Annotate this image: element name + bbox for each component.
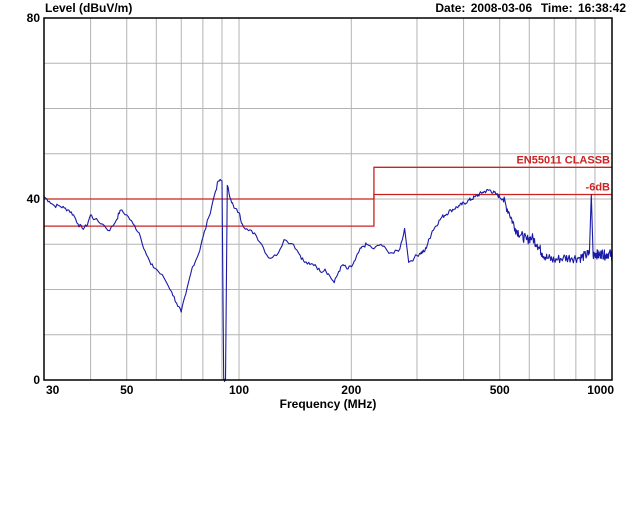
y-tick-labels: 0 40 80 <box>27 11 41 387</box>
x-axis-title: Frequency (MHz) <box>280 397 377 411</box>
limit-label: -6dB <box>586 181 611 193</box>
date-time-readout: Date: 2008-03-06 Time: 16:38:42 <box>433 1 626 15</box>
date-value: 2008-03-06 <box>470 1 533 15</box>
time-label: Time: <box>540 1 573 15</box>
plot-frame <box>43 17 613 381</box>
limit-lines <box>44 166 612 227</box>
x-tick-label: 1000 <box>587 383 614 397</box>
y-tick-label: 0 <box>33 373 40 387</box>
limit-label: EN55011 CLASSB <box>516 154 610 166</box>
x-tick-label: 200 <box>341 383 361 397</box>
y-tick-label: 80 <box>27 11 41 25</box>
y-tick-label: 40 <box>27 192 41 206</box>
limit-line <box>44 193 612 227</box>
x-tick-label: 30 <box>46 383 60 397</box>
x-tick-labels: 30 50 100 200 500 1000 <box>46 383 614 397</box>
x-tick-label: 500 <box>490 383 510 397</box>
x-tick-label: 50 <box>120 383 134 397</box>
y-axis-title: Level (dBuV/m) <box>45 1 133 15</box>
limit-labels: EN55011 CLASSB -6dB <box>516 154 610 193</box>
time-value: 16:38:42 <box>577 1 626 15</box>
measurement-trace <box>43 178 613 383</box>
date-label: Date: <box>435 1 466 15</box>
trace-line <box>43 178 613 383</box>
limit-line <box>44 166 612 200</box>
x-tick-label: 100 <box>229 383 249 397</box>
